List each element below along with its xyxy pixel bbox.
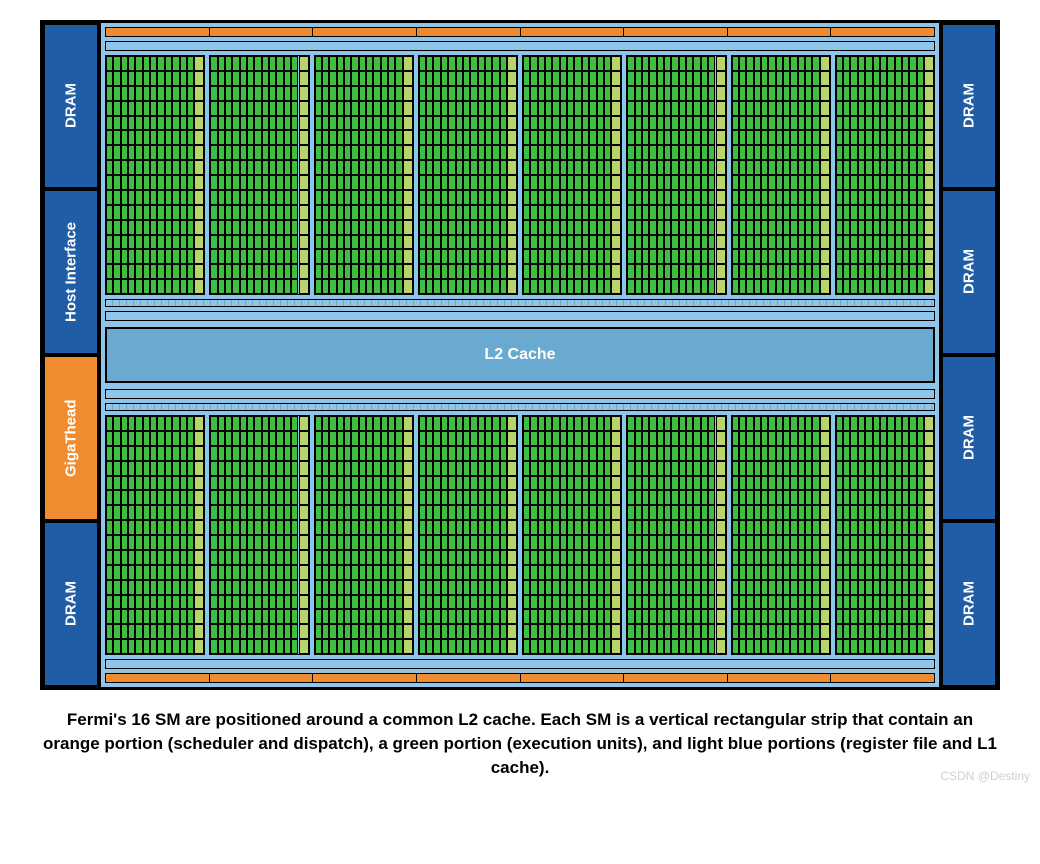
sfu-column	[611, 416, 621, 654]
sfu-column	[924, 416, 934, 654]
execution-units	[315, 416, 403, 654]
sfu-column	[820, 416, 830, 654]
sfu-column	[611, 56, 621, 294]
sm-row	[105, 55, 935, 295]
right-side-column: DRAMDRAMDRAMDRAM	[941, 23, 997, 687]
execution-units	[836, 416, 924, 654]
sm-row	[105, 415, 935, 655]
watermark: CSDN @Destiny	[70, 769, 1030, 783]
sm-unit	[314, 55, 414, 295]
execution-units	[627, 416, 715, 654]
right-block-3: DRAM	[941, 521, 997, 687]
execution-units	[315, 56, 403, 294]
execution-units	[106, 56, 194, 294]
left-block-3: DRAM	[43, 521, 99, 687]
sfu-column	[716, 56, 726, 294]
sfu-column	[403, 56, 413, 294]
interconnect-strip	[105, 311, 935, 321]
register-file-strip	[105, 659, 935, 669]
right-block-1: DRAM	[941, 189, 997, 355]
sfu-column	[194, 416, 204, 654]
sm-bank-bottom	[105, 389, 935, 683]
l2-cache: L2 Cache	[105, 327, 935, 383]
execution-units	[210, 56, 298, 294]
left-block-2: GigaThead	[43, 355, 99, 521]
sfu-column	[507, 56, 517, 294]
scheduler-dispatch-row	[105, 27, 935, 37]
sm-unit	[731, 415, 831, 655]
sm-unit	[314, 415, 414, 655]
sm-unit	[731, 55, 831, 295]
sm-unit	[835, 415, 935, 655]
fermi-chip-diagram: DRAMHost InterfaceGigaTheadDRAM L2 Cache…	[40, 20, 1000, 690]
sfu-column	[507, 416, 517, 654]
execution-units	[419, 56, 507, 294]
sm-unit	[522, 55, 622, 295]
right-block-0: DRAM	[941, 23, 997, 189]
execution-units	[732, 56, 820, 294]
sfu-column	[716, 416, 726, 654]
execution-units	[523, 56, 611, 294]
sfu-column	[299, 416, 309, 654]
sm-unit	[626, 415, 726, 655]
sfu-column	[924, 56, 934, 294]
sfu-column	[299, 56, 309, 294]
right-block-2: DRAM	[941, 355, 997, 521]
sm-unit	[418, 415, 518, 655]
sm-unit	[835, 55, 935, 295]
l1-cache-strip	[105, 299, 935, 307]
sm-unit	[105, 415, 205, 655]
execution-units	[732, 416, 820, 654]
sm-unit	[209, 415, 309, 655]
sm-unit	[209, 55, 309, 295]
execution-units	[419, 416, 507, 654]
register-file-strip	[105, 41, 935, 51]
scheduler-dispatch-row	[105, 673, 935, 683]
interconnect-strip	[105, 389, 935, 399]
sfu-column	[403, 416, 413, 654]
sfu-column	[820, 56, 830, 294]
sm-unit	[626, 55, 726, 295]
left-block-1: Host Interface	[43, 189, 99, 355]
left-block-0: DRAM	[43, 23, 99, 189]
l1-cache-strip	[105, 403, 935, 411]
execution-units	[210, 416, 298, 654]
execution-units	[627, 56, 715, 294]
left-side-column: DRAMHost InterfaceGigaTheadDRAM	[43, 23, 99, 687]
center-column: L2 Cache	[99, 23, 941, 687]
execution-units	[106, 416, 194, 654]
sfu-column	[194, 56, 204, 294]
execution-units	[836, 56, 924, 294]
sm-unit	[105, 55, 205, 295]
sm-unit	[522, 415, 622, 655]
execution-units	[523, 416, 611, 654]
sm-unit	[418, 55, 518, 295]
sm-bank-top	[105, 27, 935, 321]
